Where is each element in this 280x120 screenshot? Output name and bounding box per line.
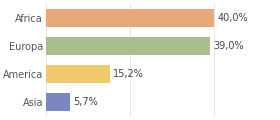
Text: 40,0%: 40,0% (218, 13, 248, 23)
Bar (46, 9, 214, 27)
Bar (46, 93, 70, 111)
Bar (46, 37, 210, 55)
Text: 5,7%: 5,7% (73, 97, 98, 107)
Text: 15,2%: 15,2% (113, 69, 144, 79)
Text: 39,0%: 39,0% (213, 41, 244, 51)
Bar (46, 65, 110, 83)
